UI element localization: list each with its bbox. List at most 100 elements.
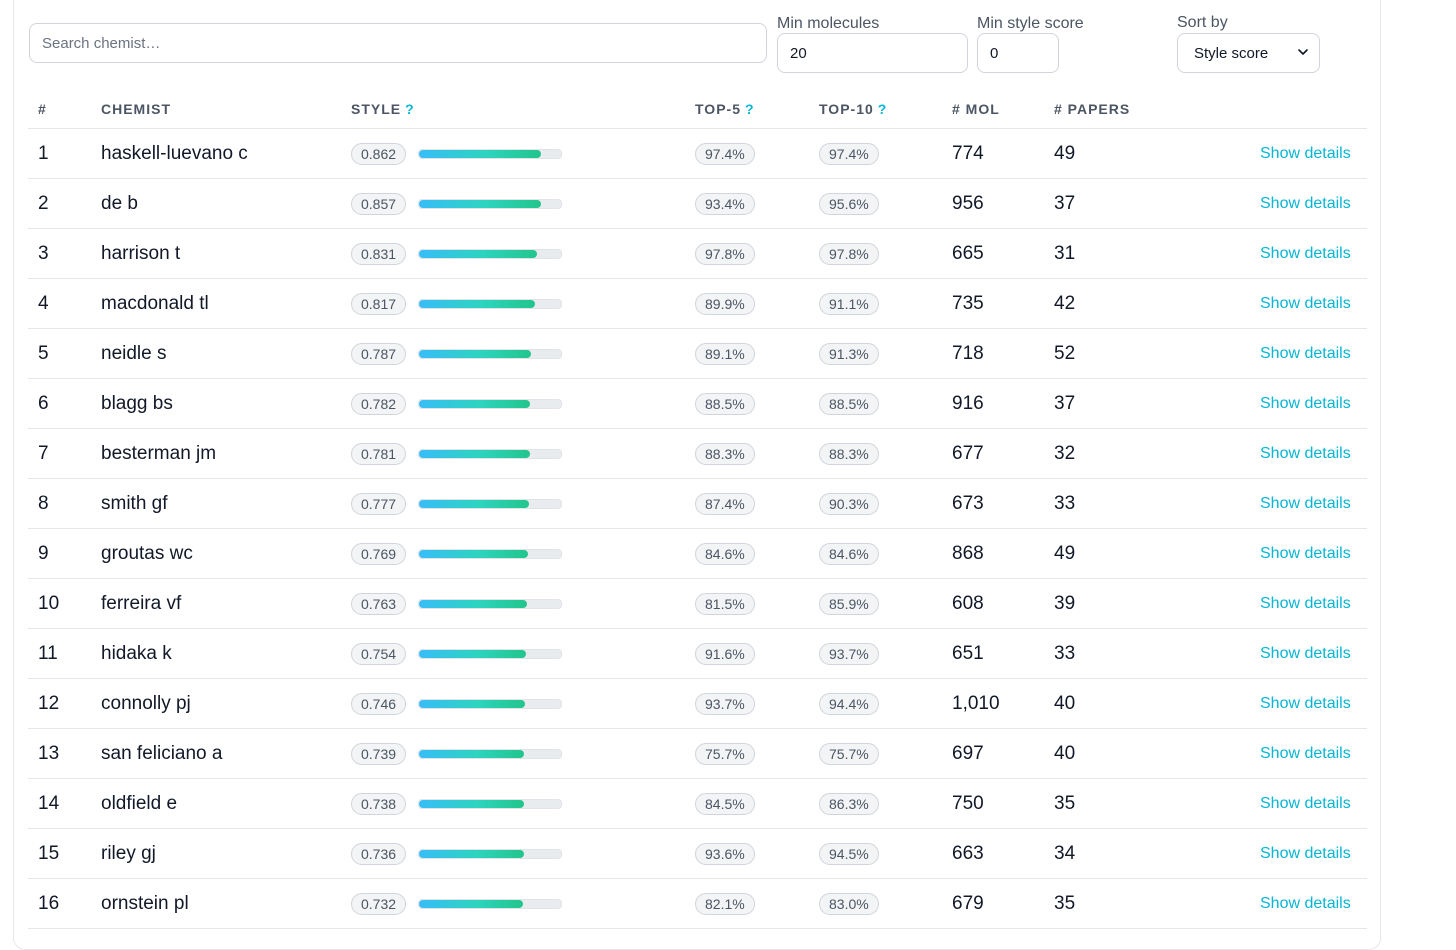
style-cell: 0.769 bbox=[351, 529, 563, 578]
top5-cell: 84.6% bbox=[695, 529, 755, 578]
show-details-link[interactable]: Show details bbox=[1260, 844, 1351, 862]
style-help-icon[interactable]: ? bbox=[405, 101, 414, 117]
rank-cell: 7 bbox=[38, 442, 49, 464]
rank-cell: 6 bbox=[38, 392, 49, 414]
show-details-link[interactable]: Show details bbox=[1260, 594, 1351, 612]
show-details-link[interactable]: Show details bbox=[1260, 644, 1351, 662]
table-row: 4 macdonald tl 0.817 89.9% 91.1% 735 42 Show de… bbox=[28, 279, 1367, 329]
show-details-link[interactable]: Show details bbox=[1260, 344, 1351, 362]
top5-cell: 89.1% bbox=[695, 329, 755, 378]
top5-cell: 75.7% bbox=[695, 729, 755, 778]
header-top10[interactable]: TOP-10? bbox=[819, 101, 886, 117]
top5-badge: 88.5% bbox=[695, 392, 755, 415]
top10-badge: 97.8% bbox=[819, 242, 879, 265]
style-score-bar-fill bbox=[419, 499, 530, 508]
style-score-bar bbox=[418, 148, 563, 159]
sort-by-select[interactable]: Style score bbox=[1177, 33, 1320, 73]
mol-count: 651 bbox=[952, 642, 984, 664]
style-cell: 0.782 bbox=[351, 379, 563, 428]
show-details-link[interactable]: Show details bbox=[1260, 144, 1351, 162]
style-score-bar bbox=[418, 198, 563, 209]
top10-cell: 88.5% bbox=[819, 379, 879, 428]
style-score-bar-fill bbox=[419, 349, 531, 358]
top5-cell: 87.4% bbox=[695, 479, 755, 528]
mol-count: 608 bbox=[952, 592, 984, 614]
top5-cell: 93.7% bbox=[695, 679, 755, 728]
style-score-badge: 0.754 bbox=[351, 642, 407, 665]
show-details-link[interactable]: Show details bbox=[1260, 294, 1351, 312]
table-row: 15 riley gj 0.736 93.6% 94.5% 663 34 Show detai… bbox=[28, 829, 1367, 879]
style-score-bar bbox=[418, 348, 563, 359]
top5-badge: 93.4% bbox=[695, 192, 755, 215]
show-details-link[interactable]: Show details bbox=[1260, 694, 1351, 712]
show-details-link[interactable]: Show details bbox=[1260, 744, 1351, 762]
min-style-score-label: Min style score bbox=[977, 15, 1084, 32]
top10-badge: 90.3% bbox=[819, 492, 879, 515]
style-cell: 0.862 bbox=[351, 129, 563, 178]
style-score-bar-fill bbox=[419, 299, 536, 308]
min-style-score-input[interactable] bbox=[977, 33, 1059, 73]
top5-cell: 89.9% bbox=[695, 279, 755, 328]
top5-cell: 93.4% bbox=[695, 179, 755, 228]
style-score-bar bbox=[418, 898, 563, 909]
show-details-link[interactable]: Show details bbox=[1260, 544, 1351, 562]
header-top5-label: TOP-5 bbox=[695, 101, 741, 117]
style-score-badge: 0.736 bbox=[351, 842, 407, 865]
header-papers[interactable]: # PAPERS bbox=[1054, 101, 1131, 117]
rank-cell: 4 bbox=[38, 292, 49, 314]
top10-badge: 93.7% bbox=[819, 642, 879, 665]
style-score-badge: 0.831 bbox=[351, 242, 407, 265]
header-mol[interactable]: # MOL bbox=[952, 101, 1000, 117]
table-header: # CHEMIST STYLE? TOP-5? TOP-10? # MOL # … bbox=[28, 88, 1367, 129]
style-cell: 0.746 bbox=[351, 679, 563, 728]
style-score-bar-fill bbox=[419, 399, 531, 408]
mol-count: 1,010 bbox=[952, 692, 1000, 714]
table-row: 5 neidle s 0.787 89.1% 91.3% 718 52 Show detail… bbox=[28, 329, 1367, 379]
top10-cell: 86.3% bbox=[819, 779, 879, 828]
style-score-bar bbox=[418, 598, 563, 609]
table-row: 3 harrison t 0.831 97.8% 97.8% 665 31 Show deta… bbox=[28, 229, 1367, 279]
show-details-link[interactable]: Show details bbox=[1260, 444, 1351, 462]
top10-badge: 85.9% bbox=[819, 592, 879, 615]
top10-badge: 95.6% bbox=[819, 192, 879, 215]
papers-count: 52 bbox=[1054, 342, 1076, 364]
papers-count: 40 bbox=[1054, 742, 1076, 764]
papers-count: 35 bbox=[1054, 792, 1076, 814]
style-score-badge: 0.857 bbox=[351, 192, 407, 215]
show-details-link[interactable]: Show details bbox=[1260, 794, 1351, 812]
sort-by-label: Sort by bbox=[1177, 14, 1228, 31]
top10-cell: 97.8% bbox=[819, 229, 879, 278]
mol-count: 774 bbox=[952, 142, 984, 164]
show-details-link[interactable]: Show details bbox=[1260, 244, 1351, 262]
style-score-badge: 0.787 bbox=[351, 342, 407, 365]
style-score-bar-fill bbox=[419, 449, 530, 458]
show-details-link[interactable]: Show details bbox=[1260, 894, 1351, 912]
chemist-table: # CHEMIST STYLE? TOP-5? TOP-10? # MOL # … bbox=[28, 88, 1367, 929]
header-chemist[interactable]: CHEMIST bbox=[101, 101, 171, 117]
show-details-link[interactable]: Show details bbox=[1260, 394, 1351, 412]
table-row: 11 hidaka k 0.754 91.6% 93.7% 651 33 Show detai… bbox=[28, 629, 1367, 679]
table-row: 8 smith gf 0.777 87.4% 90.3% 673 33 Show detail… bbox=[28, 479, 1367, 529]
show-details-link[interactable]: Show details bbox=[1260, 194, 1351, 212]
style-score-bar-fill bbox=[419, 849, 524, 858]
top10-badge: 91.1% bbox=[819, 292, 879, 315]
top10-cell: 90.3% bbox=[819, 479, 879, 528]
top5-help-icon[interactable]: ? bbox=[744, 101, 754, 117]
rank-cell: 14 bbox=[38, 792, 60, 814]
chemist-name: haskell-luevano c bbox=[101, 142, 248, 164]
chemist-name: de b bbox=[101, 192, 138, 214]
search-input[interactable] bbox=[29, 23, 767, 63]
style-cell: 0.738 bbox=[351, 779, 563, 828]
min-molecules-input[interactable] bbox=[777, 33, 968, 73]
chemist-name: ferreira vf bbox=[101, 592, 182, 614]
top10-help-icon[interactable]: ? bbox=[877, 101, 887, 117]
header-top5[interactable]: TOP-5? bbox=[695, 101, 754, 117]
sort-by-value: Style score bbox=[1194, 44, 1269, 62]
header-style[interactable]: STYLE? bbox=[351, 101, 414, 117]
show-details-link[interactable]: Show details bbox=[1260, 494, 1351, 512]
table-row: 13 san feliciano a 0.739 75.7% 75.7% 697 40 Sho… bbox=[28, 729, 1367, 779]
style-score-badge: 0.777 bbox=[351, 492, 407, 515]
mol-count: 718 bbox=[952, 342, 984, 364]
papers-count: 49 bbox=[1054, 542, 1076, 564]
top5-cell: 84.5% bbox=[695, 779, 755, 828]
